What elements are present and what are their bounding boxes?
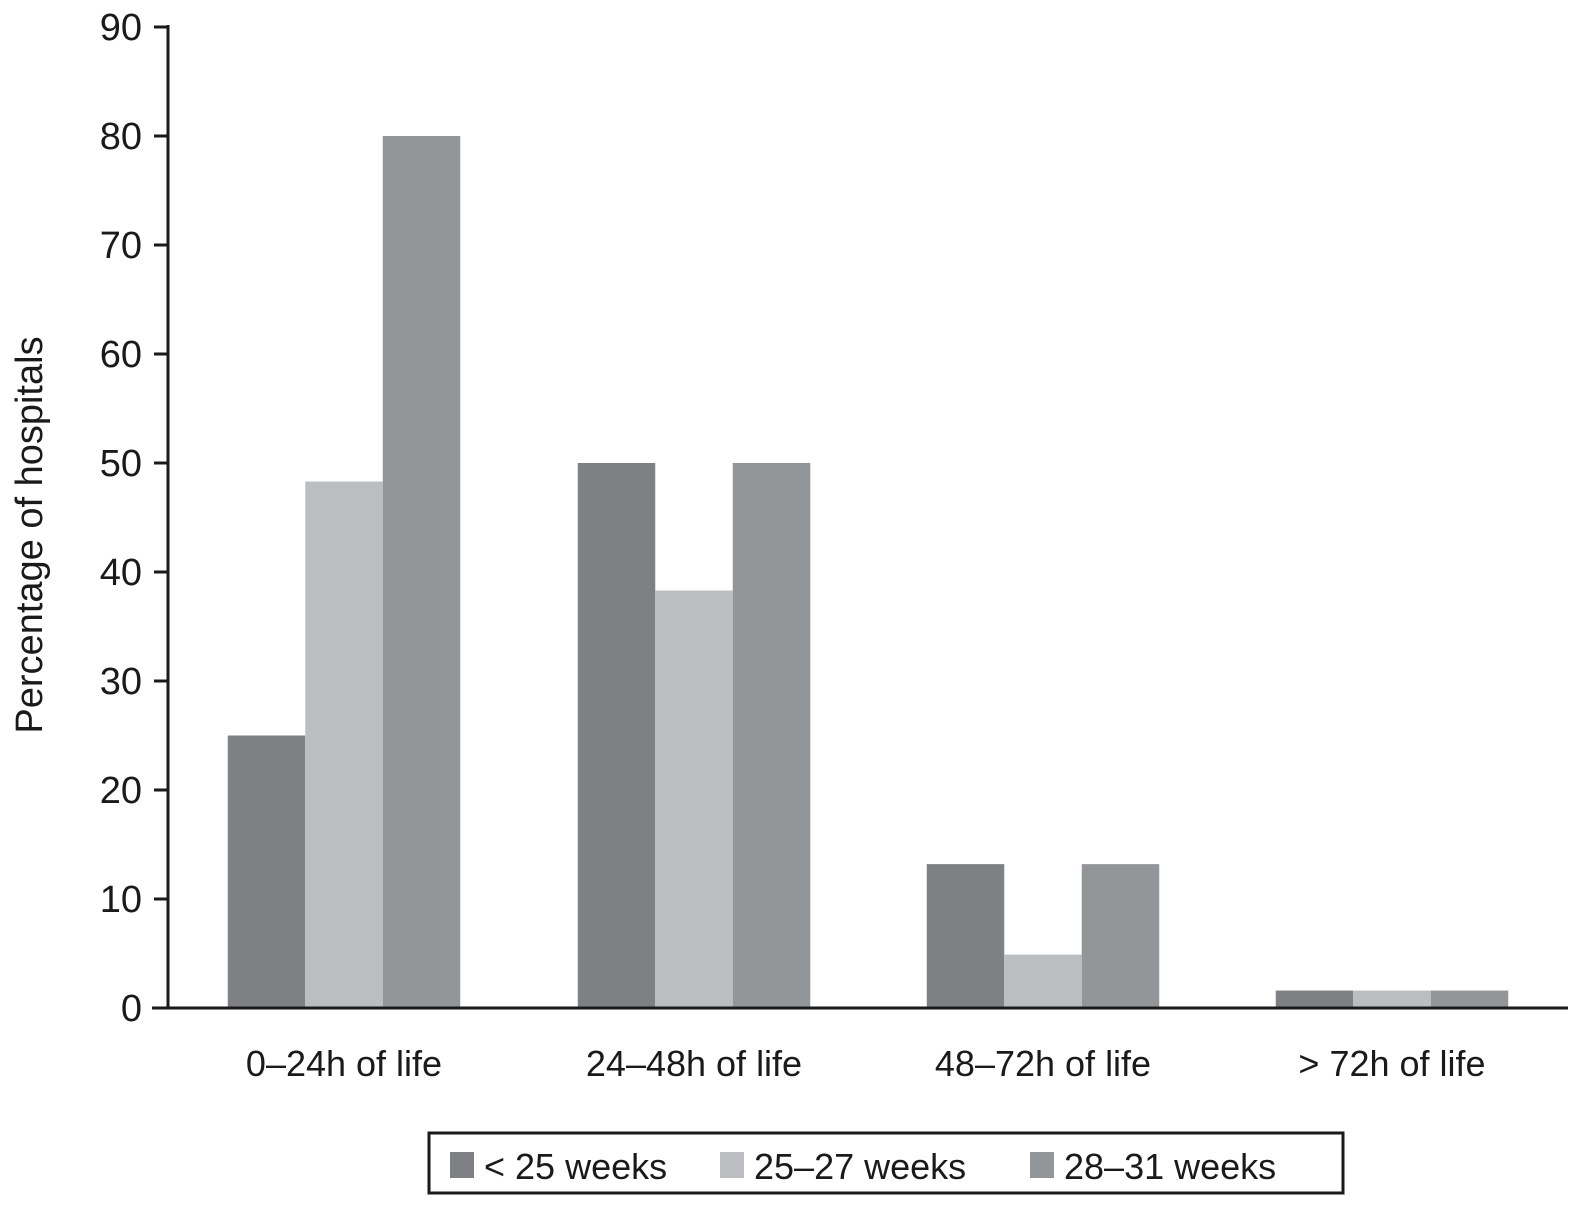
- y-tick-label: 20: [100, 770, 142, 812]
- legend-swatch: [1030, 1152, 1054, 1178]
- x-category-label: 0–24h of life: [246, 1043, 442, 1084]
- bar: [1353, 990, 1431, 1008]
- legend-label: < 25 weeks: [484, 1146, 667, 1187]
- bar: [1430, 990, 1509, 1008]
- y-tick-label: 10: [100, 879, 142, 921]
- bar: [577, 463, 656, 1008]
- bar: [1004, 954, 1082, 1008]
- y-tick-label: 50: [100, 443, 142, 485]
- y-axis-ticks: 0 10 20 30 40 50 60 70 80 90: [100, 7, 168, 1030]
- x-category-label: 24–48h of life: [586, 1043, 802, 1084]
- y-tick-label: 70: [100, 225, 142, 267]
- x-category-label: > 72h of life: [1298, 1043, 1485, 1084]
- bar: [227, 735, 306, 1008]
- bar: [655, 590, 733, 1008]
- x-axis-categories: 0–24h of life 24–48h of life 48–72h of lif…: [246, 1043, 1486, 1084]
- legend: < 25 weeks 25–27 weeks 28–31 weeks: [450, 1146, 1276, 1187]
- legend-swatch: [720, 1152, 744, 1178]
- y-tick-label: 80: [100, 116, 142, 158]
- legend-label: 25–27 weeks: [754, 1146, 966, 1187]
- y-axis-label: Percentage of hospitals: [9, 336, 51, 733]
- x-category-label: 48–72h of life: [935, 1043, 1151, 1084]
- legend-swatch: [450, 1152, 474, 1178]
- bar: [382, 136, 461, 1008]
- y-tick-label: 60: [100, 334, 142, 376]
- bar: [305, 481, 383, 1008]
- bar: [732, 463, 811, 1008]
- y-tick-label: 0: [121, 988, 142, 1030]
- bars: [227, 136, 1509, 1008]
- bar: [1081, 864, 1160, 1008]
- legend-box: [427, 1131, 1345, 1195]
- bar: [926, 864, 1005, 1008]
- y-tick-label: 30: [100, 661, 142, 703]
- legend-label: 28–31 weeks: [1064, 1146, 1276, 1187]
- bar: [1275, 990, 1354, 1008]
- y-tick-label: 40: [100, 552, 142, 594]
- y-tick-label: 90: [100, 7, 142, 49]
